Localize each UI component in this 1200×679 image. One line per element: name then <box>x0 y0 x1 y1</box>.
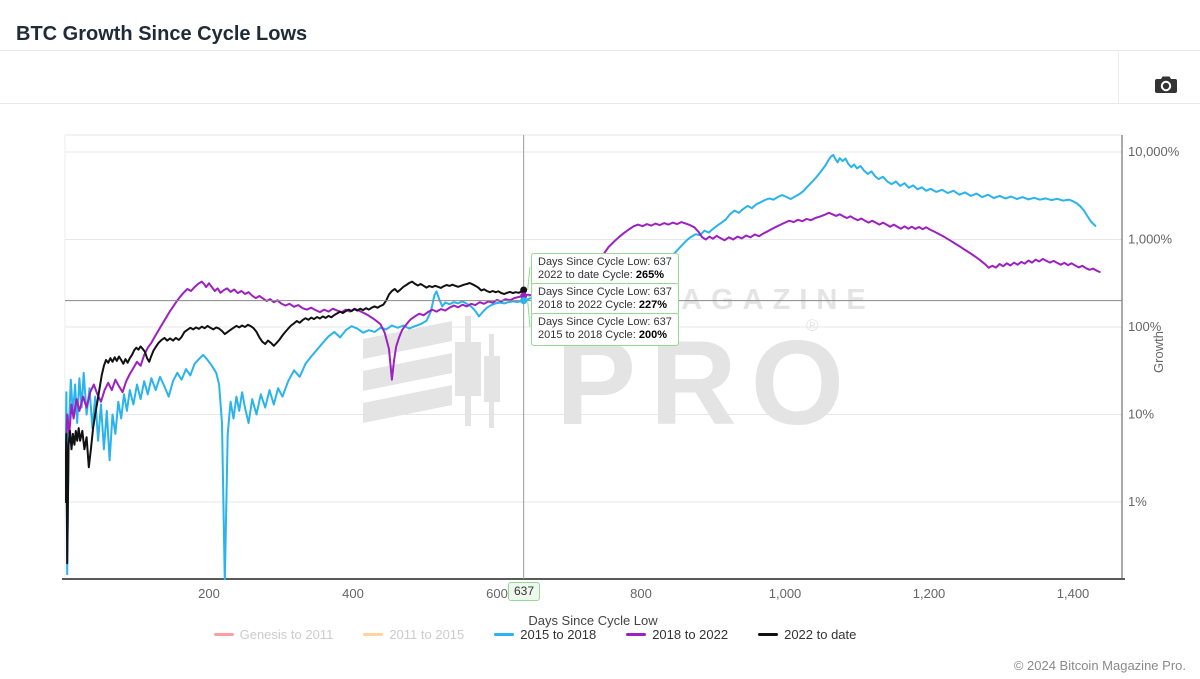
tooltip-line2: 2022 to date Cycle: 265% <box>538 269 664 281</box>
legend: Genesis to 2011 2011 to 2015 2015 to 2018 2… <box>0 627 1200 642</box>
legend-label: Genesis to 2011 <box>239 627 334 642</box>
tooltip-line1: Days Since Cycle Low: 637 <box>538 316 672 328</box>
x-tick-label: 400 <box>342 586 364 601</box>
page-title: BTC Growth Since Cycle Lows <box>16 23 308 46</box>
copyright: © 2024 Bitcoin Magazine Pro. <box>1013 658 1186 673</box>
legend-item-genesis-to-2011[interactable]: Genesis to 2011 <box>213 627 334 642</box>
legend-label: 2011 to 2015 <box>389 627 465 642</box>
legend-label: 2015 to 2018 <box>520 627 597 642</box>
legend-marker-icon <box>758 633 779 636</box>
legend-marker-icon <box>213 633 234 636</box>
x-tick-label: 1,200 <box>913 586 946 601</box>
x-tick-label: 800 <box>630 586 652 601</box>
tooltip-line1: Days Since Cycle Low: 637 <box>538 256 672 268</box>
legend-item-2011-to-2015[interactable]: 2011 to 2015 <box>363 627 464 642</box>
legend-marker-icon <box>363 633 384 636</box>
y-axis-title: Growth <box>1151 331 1166 373</box>
tooltip-2018-to-2022: Days Since Cycle Low: 637 2018 to 2022 C… <box>531 283 679 316</box>
x-tick-label: 1,400 <box>1057 586 1090 601</box>
legend-marker-icon <box>626 633 647 636</box>
legend-item-2018-to-2022[interactable]: 2018 to 2022 <box>626 627 728 642</box>
screenshot-button[interactable] <box>1148 72 1184 100</box>
toolbar-separator <box>1118 51 1119 103</box>
camera-icon <box>1154 75 1178 98</box>
y-tick-label: 100% <box>1128 319 1162 334</box>
y-tick-label: 10% <box>1128 407 1154 422</box>
y-tick-label: 1,000% <box>1128 232 1173 247</box>
tooltip-line1: Days Since Cycle Low: 637 <box>538 286 672 298</box>
legend-item-2022-to-date[interactable]: 2022 to date <box>758 627 856 642</box>
crosshair-x-label: 637 <box>507 582 541 601</box>
x-tick-label: 200 <box>198 586 220 601</box>
plot-area[interactable] <box>65 135 1122 580</box>
x-axis-title: Days Since Cycle Low <box>528 613 658 628</box>
legend-marker-icon <box>494 633 515 636</box>
y-tick-label: 10,000% <box>1128 144 1180 159</box>
y-tick-label: 1% <box>1128 494 1147 509</box>
legend-label: 2022 to date <box>784 627 857 642</box>
tooltip-2022-to-date: Days Since Cycle Low: 637 2022 to date C… <box>531 253 679 286</box>
x-tick-label: 600 <box>486 586 508 601</box>
legend-label: 2018 to 2022 <box>652 627 729 642</box>
tooltip-line2: 2018 to 2022 Cycle: 227% <box>538 299 668 311</box>
tooltip-line2: 2015 to 2018 Cycle: 200% <box>538 329 668 341</box>
tooltip-2015-to-2018: Days Since Cycle Low: 637 2015 to 2018 C… <box>531 313 679 346</box>
x-tick-label: 1,000 <box>769 586 802 601</box>
legend-item-2015-to-2018[interactable]: 2015 to 2018 <box>494 627 596 642</box>
toolbar-divider <box>0 103 1200 104</box>
title-divider <box>0 50 1200 51</box>
